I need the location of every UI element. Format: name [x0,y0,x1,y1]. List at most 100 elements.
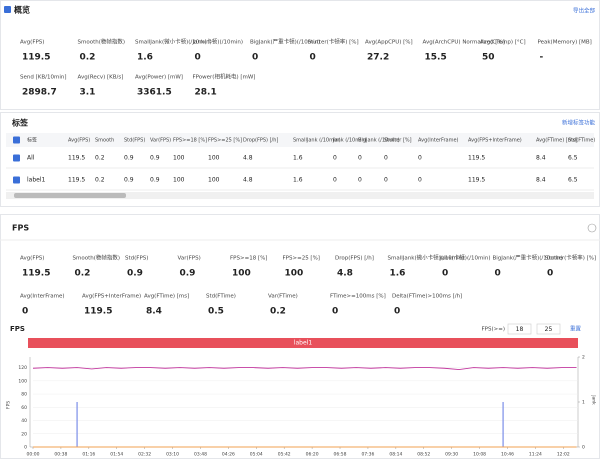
metric-value: 119.5 [22,53,50,63]
metric-label: Var(FTime) [268,294,298,300]
checkbox[interactable] [13,154,20,162]
metric-label: Std(FTime) [206,294,236,300]
column-header: Avg(FPS) [68,138,90,144]
x-tick-label: 00:00 [27,452,40,458]
metric-value: 100 [232,269,251,279]
metric-label: FTime>=100ms [%] [330,294,386,300]
metric-value: 0 [442,269,448,279]
metric-value: 1.6 [137,53,153,63]
metric-label: Avg(FPS+InterFrame) [82,294,141,300]
metric-value: 3361.5 [137,88,172,98]
x-tick-label: 05:42 [278,452,291,458]
metric-label: Peak(Memory) [MB] [538,40,592,46]
column-header: 标签 [27,137,37,144]
metric-label: Avg(InterFrame) [20,294,65,300]
table-cell: 100 [208,155,220,162]
metric-value: 0.2 [75,269,91,279]
metric-value: 0 [495,269,501,279]
tags-title: 标签 [11,118,29,128]
metric-label: Avg(Power) [mW] [135,75,183,81]
metric-value: 0 [252,53,258,63]
column-header: Stutter [%] [384,138,412,144]
metric-value: 8.4 [146,307,162,317]
metric-label: Avg(Recv) [KB/s] [78,75,124,81]
table-cell: 0 [358,155,362,162]
export-link[interactable]: 导出全部 [573,7,596,15]
threshold-value: 18 [516,326,524,333]
table-cell: 4.8 [243,155,253,162]
metric-value: 27.2 [367,53,389,63]
metric-label: Drop(FPS) [/h] [335,256,374,262]
metric-value: 0.5 [208,307,224,317]
x-tick-label: 04:26 [222,452,235,458]
table-cell: 0.9 [124,155,134,162]
metric-label: FPower(相机耗电) [mW] [193,73,256,81]
table-cell: label1 [27,177,46,184]
metric-label: Avg(FPS) [20,40,44,46]
add-tag-link[interactable]: 新增标签功能 [562,119,596,127]
scroll-thumb[interactable] [14,193,126,198]
table-cell: 0 [333,177,337,184]
metric-label: Std(FPS) [125,256,148,262]
metric-label: Var(FPS) [178,256,201,262]
metric-label: Avg(CTemp) [°C] [480,40,526,46]
metric-label: Avg(FTime) [ms] [144,294,189,300]
metric-value: 50 [482,53,495,63]
metric-label: Smooth(稳帧指数) [78,38,126,46]
table-cell: 119.5 [468,177,485,184]
metric-label: Delta(FTime)>100ms [/h] [392,294,462,300]
metric-value: 0.2 [80,53,96,63]
table-cell: 100 [208,177,220,184]
checkbox[interactable] [13,136,20,144]
y2-tick-label: 2 [582,355,585,361]
metric-label: Smooth(稳帧指数) [73,254,121,262]
metric-label: Jank(卡顿)(/10min) [439,254,490,262]
x-tick-label: 02:32 [138,452,151,458]
y-tick-label: 40 [21,418,27,424]
table-cell: 0.2 [95,155,105,162]
reset-link[interactable]: 重置 [570,325,582,333]
table-header-bg [6,133,594,147]
metric-value: 0 [310,53,316,63]
collapse-button[interactable] [587,223,597,233]
label-band [28,338,578,348]
x-tick-label: 10:46 [501,452,514,458]
metric-label: Avg(ArchCPU) Normalized [%] [423,40,505,46]
column-header: FPS>=18 [%] [173,138,207,144]
table-cell: 1.6 [293,177,303,184]
threshold-input[interactable] [507,323,532,335]
column-header: Avg(FPS+InterFrame) [468,138,522,144]
table-cell: 0.9 [124,177,134,184]
tags-card [0,112,600,207]
jank-spike [502,402,504,447]
table-cell: 0.2 [95,177,105,184]
label-band-text: label1 [294,340,313,347]
series-line [32,367,577,371]
x-tick-label: 07:36 [361,452,374,458]
table-cell: 0 [384,155,388,162]
x-tick-label: 08:52 [417,452,430,458]
column-header: Smooth [95,138,114,144]
metric-value: 3.1 [80,88,96,98]
metric-value: 15.5 [425,53,447,63]
x-tick-label: 06:58 [334,452,347,458]
y-tick-label: 120 [18,365,27,371]
column-header: SmallJank (/10min) [293,138,341,144]
threshold-input[interactable] [536,323,561,335]
scroll-track[interactable] [6,192,594,199]
metric-value: 0.9 [127,269,143,279]
column-header: Avg(FTime) [ms] [536,138,577,144]
table-cell: 6.5 [568,177,578,184]
table-cell: 1.6 [293,155,303,162]
metric-value: 119.5 [22,269,50,279]
metric-value: 1.6 [390,269,406,279]
metric-value: 100 [285,269,304,279]
y2-tick-label: 0 [582,445,585,451]
table-cell: 0 [384,177,388,184]
x-tick-label: 00:38 [54,452,67,458]
table-cell: 119.5 [468,155,485,162]
metric-label: BigJank(严重卡顿)(/10min) [250,38,320,46]
checkbox[interactable] [13,176,20,184]
metric-label: Send [KB/10min] [20,75,67,81]
x-tick-label: 03:10 [166,452,179,458]
